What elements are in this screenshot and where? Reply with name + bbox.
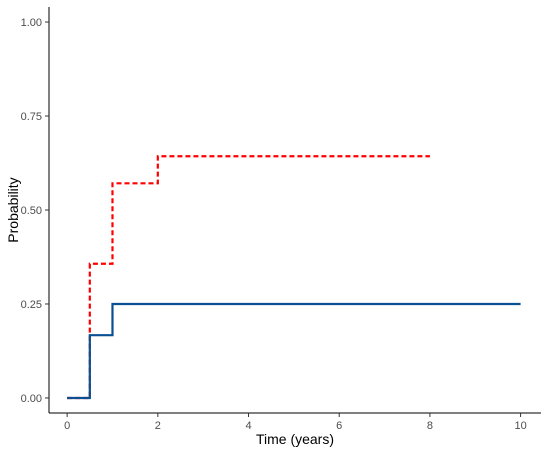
x-tick-label: 4 xyxy=(245,420,251,432)
x-tick-label: 6 xyxy=(336,420,342,432)
x-axis-ticks: 0 2 4 6 8 10 xyxy=(64,413,527,432)
x-tick-label: 0 xyxy=(64,420,70,432)
x-tick-label: 10 xyxy=(514,420,526,432)
x-tick-label: 8 xyxy=(427,420,433,432)
x-axis-title: Time (years) xyxy=(256,431,334,447)
y-tick-label: 0.00 xyxy=(21,393,42,405)
y-tick-label: 0.50 xyxy=(21,205,42,217)
series-line-2 xyxy=(67,302,521,400)
y-tick-label: 1.00 xyxy=(21,17,42,29)
x-tick-label: 2 xyxy=(155,420,161,432)
series-layer xyxy=(67,155,521,400)
y-axis-ticks: 0.00 0.25 0.50 0.75 1.00 xyxy=(21,17,49,405)
series-line-1 xyxy=(67,155,430,400)
y-tick-label: 0.75 xyxy=(21,111,42,123)
y-axis-title: Probability xyxy=(5,177,21,242)
y-tick-label: 0.25 xyxy=(21,299,42,311)
